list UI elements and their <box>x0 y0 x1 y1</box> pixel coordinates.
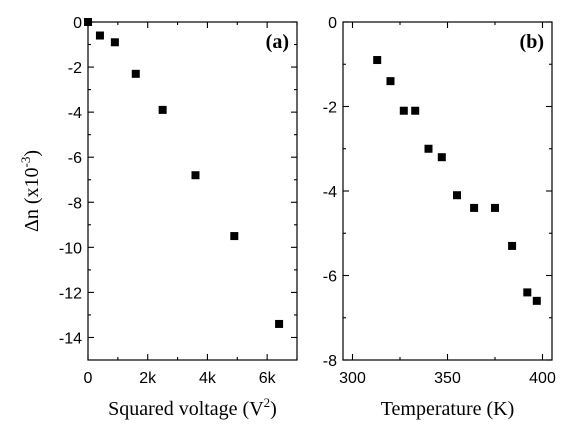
y-axis-title: Δn (x10-3) <box>18 150 43 232</box>
data-point <box>131 69 140 78</box>
x-tick-label: 6k <box>259 370 277 387</box>
y-tick-label: -8 <box>323 353 337 370</box>
y-axis-title-sup: -3 <box>18 157 33 168</box>
y-tick-label: -2 <box>68 60 82 77</box>
panel-label: (b) <box>520 31 544 53</box>
y-tick-label: 0 <box>73 15 82 32</box>
data-point <box>158 105 167 114</box>
x-tick-label: 350 <box>434 370 461 387</box>
data-point <box>523 288 532 297</box>
y-tick-label: -10 <box>59 240 82 257</box>
x-axis-title: Squared voltage (V2) <box>108 395 277 420</box>
y-tick-label: -6 <box>323 269 337 286</box>
data-point <box>424 144 433 153</box>
data-point <box>110 38 119 47</box>
x-tick-label: 300 <box>339 370 366 387</box>
data-point <box>373 56 382 65</box>
panel-label: (a) <box>266 31 289 53</box>
data-point <box>411 106 420 115</box>
data-point <box>386 77 395 86</box>
data-point <box>470 203 479 212</box>
y-tick-label: -12 <box>59 285 82 302</box>
plot-frame <box>87 21 298 361</box>
y-tick-label: -4 <box>323 184 337 201</box>
x-axis-title: Temperature (K) <box>381 398 515 420</box>
data-point <box>453 191 461 200</box>
y-tick-label: -2 <box>323 100 337 117</box>
x-axis-title-end: ) <box>270 398 277 420</box>
data-point <box>399 106 408 115</box>
x-tick-label: 0 <box>84 370 93 387</box>
data-point <box>95 31 104 40</box>
data-point <box>491 203 499 212</box>
x-axis-title-sup: 2 <box>264 395 271 410</box>
y-tick-label: -14 <box>59 330 82 347</box>
panel-a: 0 -2 -4 -6 -8 -10 -12 -14 0 2k 4k 6k (a) Squared volt… <box>18 15 298 420</box>
y-axis-title-text: Δn (x10 <box>21 167 43 232</box>
y-axis-title-end: ) <box>21 150 43 157</box>
x-axis-title-text: Temperature (K) <box>381 398 515 420</box>
data-point <box>84 18 92 26</box>
y-tick-label: -8 <box>68 195 82 212</box>
x-tick-label: 400 <box>529 370 556 387</box>
data-point <box>508 241 517 250</box>
data-point <box>532 296 541 305</box>
x-tick-label: 4k <box>199 370 217 387</box>
data-point <box>230 232 239 241</box>
x-tick-label: 2k <box>139 370 157 387</box>
y-tick-label: -6 <box>68 150 82 167</box>
data-point <box>191 171 200 180</box>
x-axis-title-text: Squared voltage (V <box>108 398 264 420</box>
data-point <box>275 319 284 328</box>
y-tick-label: 0 <box>328 15 337 32</box>
data-point <box>437 153 446 162</box>
y-tick-label: -4 <box>68 105 82 122</box>
plot-frame <box>342 21 553 361</box>
